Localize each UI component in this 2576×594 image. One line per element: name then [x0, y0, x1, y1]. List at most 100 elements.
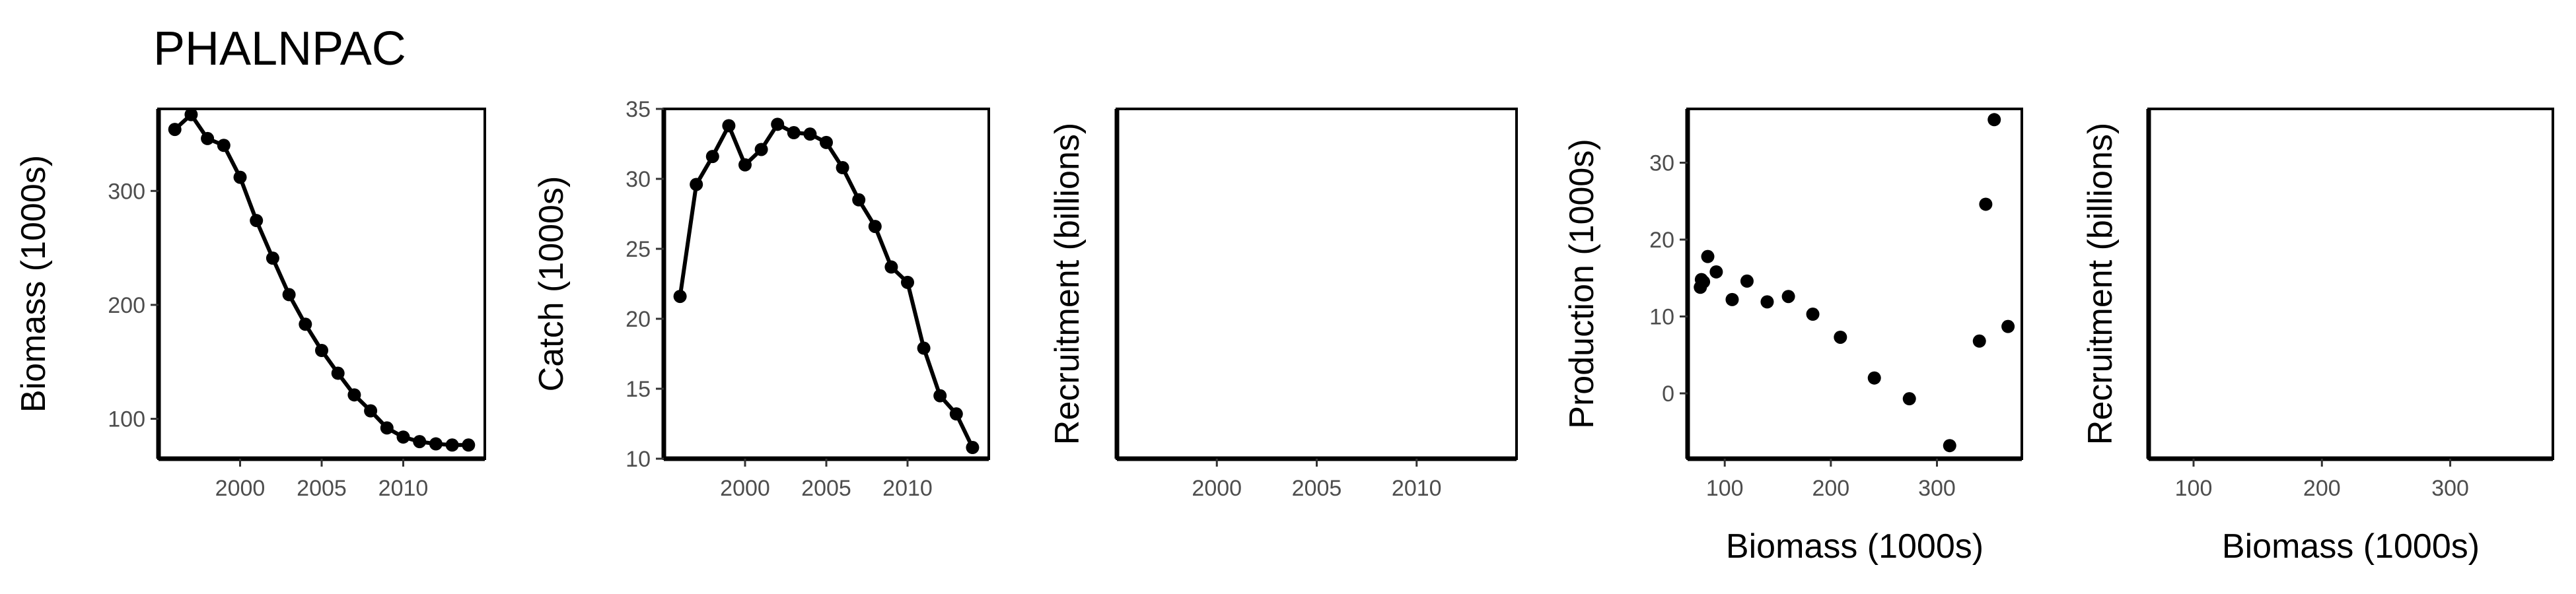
- data-point: [917, 341, 931, 355]
- data-point: [754, 143, 768, 156]
- data-point: [1701, 249, 1715, 263]
- chart-panel-5: 100 200 300 Recruitment (billions) Biomass (…: [2081, 108, 2554, 566]
- data-point: [820, 135, 833, 149]
- y-axis-label: Recruitment (billions): [1048, 123, 1087, 445]
- x-tick-label: 200: [2303, 476, 2341, 501]
- y-axis-label: Catch (1000s): [532, 176, 571, 392]
- chart-panel-3: 2000 2005 2010 Recruitment (billions): [1048, 108, 1518, 501]
- series-line: [173, 112, 469, 447]
- y-axis-label: Biomass (1000s): [15, 155, 53, 412]
- x-tick-label: 2000: [215, 476, 266, 501]
- data-point: [201, 131, 215, 145]
- x-tick-label: 100: [1706, 476, 1744, 501]
- x-axis-label: Biomass (1000s): [1726, 527, 1984, 566]
- data-point: [933, 389, 947, 403]
- y-tick-label: 35: [626, 97, 651, 122]
- data-point: [884, 260, 898, 274]
- data-point: [250, 214, 264, 228]
- data-point: [787, 126, 801, 140]
- plot-frame: [2147, 108, 2554, 460]
- data-point: [217, 139, 231, 152]
- plot-frame: [1686, 108, 2023, 460]
- data-point: [690, 178, 703, 191]
- y-axis-label: Production (1000s): [1563, 139, 1601, 428]
- data-point: [705, 150, 719, 164]
- y-tick-label: 10: [626, 447, 651, 472]
- data-point: [1781, 290, 1795, 304]
- series-line: [678, 122, 975, 449]
- y-tick-label: 15: [626, 377, 651, 402]
- x-tick-label: 2000: [1192, 476, 1242, 501]
- data-point: [380, 421, 394, 435]
- x-tick-label: 2005: [1292, 476, 1342, 501]
- data-point: [233, 170, 247, 184]
- data-point: [168, 123, 182, 137]
- data-point: [462, 438, 476, 452]
- x-tick-label: 2010: [378, 476, 429, 501]
- data-point: [901, 275, 914, 289]
- data-point: [331, 366, 345, 380]
- data-point: [1867, 371, 1881, 385]
- data-point: [396, 430, 410, 444]
- data-point: [445, 438, 459, 452]
- data-point: [299, 317, 312, 331]
- data-point: [738, 158, 752, 172]
- data-point: [413, 435, 427, 449]
- data-point: [1740, 274, 1754, 288]
- x-axis-label: Biomass (1000s): [2222, 527, 2480, 566]
- x-tick-label: 2005: [297, 476, 347, 501]
- y-tick-label: 10: [1649, 305, 1674, 330]
- data-point: [771, 117, 785, 131]
- chart-panel-4: 100 200 300 0 10 20 30 Production (1000s) Biomas…: [1563, 108, 2023, 566]
- data-point: [673, 290, 687, 304]
- y-tick-label: 0: [1662, 381, 1674, 407]
- y-axis-label: Recruitment (billions): [2081, 123, 2120, 445]
- data-point: [836, 161, 849, 175]
- data-point: [868, 220, 882, 234]
- x-tick-label: 2010: [882, 476, 933, 501]
- data-point: [266, 251, 279, 265]
- x-tick-label: 2010: [1392, 476, 1442, 501]
- data-point: [1697, 275, 1711, 289]
- data-point: [315, 343, 328, 357]
- data-point: [1943, 439, 1956, 453]
- data-point: [803, 127, 817, 141]
- chart-panel-1: 2000 2005 2010 100 200 300 Biomass (1000s): [15, 108, 486, 501]
- data-point: [2001, 319, 2015, 333]
- plot-frame: [157, 108, 486, 460]
- y-tick-label: 20: [1649, 228, 1674, 253]
- y-tick-label: 300: [108, 179, 145, 204]
- y-tick-label: 200: [108, 293, 145, 318]
- x-tick-label: 100: [2175, 476, 2213, 501]
- y-tick-label: 30: [626, 167, 651, 192]
- data-point: [347, 388, 361, 402]
- data-point: [1806, 308, 1820, 321]
- data-point: [1760, 295, 1774, 309]
- data-point: [1972, 334, 1986, 348]
- x-tick-label: 2005: [801, 476, 851, 501]
- data-point: [722, 119, 736, 133]
- data-point: [1979, 197, 1993, 211]
- data-point: [1725, 292, 1739, 306]
- y-tick-label: 20: [626, 307, 651, 332]
- data-point: [429, 437, 443, 451]
- data-point: [949, 407, 963, 421]
- data-point: [1987, 113, 2001, 127]
- data-point: [1902, 392, 1916, 406]
- y-tick-label: 100: [108, 407, 145, 432]
- x-tick-label: 200: [1812, 476, 1849, 501]
- data-point: [852, 193, 866, 207]
- y-tick-label: 25: [626, 237, 651, 262]
- data-point: [966, 441, 980, 455]
- x-tick-label: 300: [2431, 476, 2469, 501]
- data-point: [364, 404, 378, 418]
- data-point: [1709, 265, 1723, 279]
- figure-title: PHALNPAC: [153, 22, 406, 75]
- data-point: [1834, 330, 1847, 344]
- data-point: [184, 108, 198, 121]
- data-point: [282, 288, 296, 302]
- plot-frame: [1116, 108, 1518, 460]
